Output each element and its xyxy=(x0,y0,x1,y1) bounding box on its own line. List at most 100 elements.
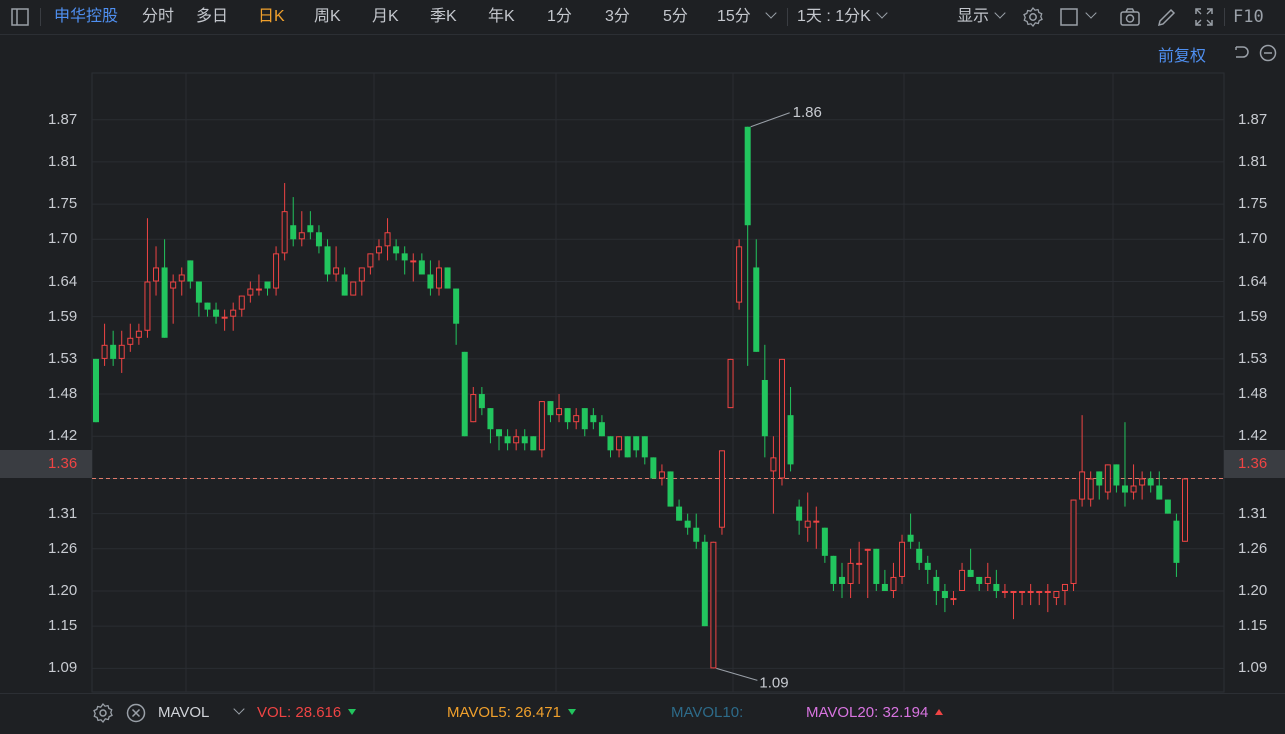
gear-icon[interactable] xyxy=(1021,5,1045,29)
candle-body xyxy=(410,260,417,263)
candle xyxy=(856,541,863,584)
close-circle-icon[interactable] xyxy=(124,701,148,725)
candle-body xyxy=(204,302,211,310)
mavol20-label: MAVOL20: xyxy=(806,704,879,721)
candle xyxy=(530,436,537,451)
candle-body xyxy=(1173,520,1180,563)
candle xyxy=(444,267,451,289)
y-tick-label: 1.59 xyxy=(48,307,78,325)
candle-body xyxy=(821,527,828,556)
divider xyxy=(1224,8,1225,26)
candle xyxy=(384,218,391,261)
candle xyxy=(307,211,314,240)
candle xyxy=(564,408,571,430)
mavol10-label: MAVOL10: xyxy=(671,704,744,721)
display-menu[interactable]: 显示 xyxy=(957,0,1006,34)
candlestick-chart[interactable]: 1.86 1.09 xyxy=(0,0,1285,693)
candle xyxy=(761,344,768,458)
candle-body xyxy=(281,211,288,254)
candle xyxy=(616,436,623,458)
layout-square-icon[interactable] xyxy=(1058,5,1082,29)
candle xyxy=(1079,415,1086,507)
pencil-icon[interactable] xyxy=(1155,5,1179,29)
tab-3min[interactable]: 3分 xyxy=(605,8,630,25)
tab-multi-day[interactable]: 多日 xyxy=(196,8,229,25)
candle-body xyxy=(873,548,880,584)
candle xyxy=(1061,583,1068,606)
candle-body xyxy=(273,253,280,289)
price-adjust-label[interactable]: 前复权 xyxy=(1158,48,1207,65)
candle xyxy=(1036,591,1043,606)
divider xyxy=(787,8,788,26)
undo-icon[interactable] xyxy=(1230,43,1250,63)
candle xyxy=(333,246,340,282)
candle-body xyxy=(556,408,563,416)
y-tick-label: 1.70 xyxy=(1238,230,1268,248)
candle-body xyxy=(255,288,262,291)
candle-body xyxy=(1027,591,1034,594)
candle xyxy=(787,387,794,472)
candle xyxy=(487,408,494,444)
indicator-bar: MAVOL VOL: 28.616 MAVOL5: 26.471 MAVOL10… xyxy=(0,693,1285,734)
candle-body xyxy=(856,562,863,565)
indicator-select[interactable]: MAVOL xyxy=(158,704,209,721)
candle xyxy=(753,239,760,352)
candle-body xyxy=(333,267,340,275)
candle-body xyxy=(847,562,854,584)
candle xyxy=(1001,583,1008,599)
candle xyxy=(650,457,657,479)
sidebar-toggle-icon[interactable] xyxy=(8,5,32,29)
tab-1min[interactable]: 1分 xyxy=(547,8,572,25)
tab-quarterly-k[interactable]: 季K xyxy=(430,8,457,25)
candle-body xyxy=(238,295,245,310)
candle xyxy=(1070,499,1077,592)
vol-readout: VOL: 28.616 xyxy=(257,704,357,721)
candle xyxy=(1156,471,1163,500)
tab-yearly-k[interactable]: 年K xyxy=(488,8,515,25)
tab-monthly-k[interactable]: 月K xyxy=(372,8,399,25)
tab-5min[interactable]: 5分 xyxy=(663,8,688,25)
multi-period-select[interactable]: 1天 : 1分K xyxy=(797,0,888,34)
candle xyxy=(693,513,700,549)
tab-daily-k[interactable]: 日K xyxy=(258,8,285,25)
current-price-tag-right: 1.36 xyxy=(1224,450,1285,478)
display-label: 显示 xyxy=(957,8,990,25)
candle-body xyxy=(976,576,983,584)
fullscreen-icon[interactable] xyxy=(1192,5,1216,29)
candle-body xyxy=(375,246,382,254)
y-tick-label: 1.31 xyxy=(1238,504,1268,522)
candle-body xyxy=(144,281,151,331)
candle xyxy=(1147,471,1154,493)
camera-icon[interactable] xyxy=(1118,5,1142,29)
indicator-name: MAVOL xyxy=(158,704,210,721)
candle-body xyxy=(290,225,297,240)
candle xyxy=(187,260,194,289)
tab-weekly-k[interactable]: 周K xyxy=(314,8,341,25)
y-tick-label: 1.87 xyxy=(1238,110,1268,128)
indicator-chevron-icon[interactable] xyxy=(228,703,245,721)
minus-circle-icon[interactable] xyxy=(1258,43,1278,63)
candle-body xyxy=(324,246,331,275)
f10-button[interactable]: F10 xyxy=(1233,7,1264,27)
candle-body xyxy=(1121,485,1128,493)
candle xyxy=(830,555,837,592)
candle xyxy=(839,562,846,599)
candle-body xyxy=(933,576,940,592)
candle-body xyxy=(1164,499,1171,514)
candle xyxy=(701,534,708,627)
candle xyxy=(1113,464,1120,493)
candle xyxy=(624,436,631,458)
indicator-settings-gear-icon[interactable] xyxy=(91,701,115,725)
candle xyxy=(727,358,734,409)
plot-frame xyxy=(91,72,1225,693)
stock-name[interactable]: 申华控股 xyxy=(54,8,119,25)
candle xyxy=(324,239,331,282)
candle-body xyxy=(393,246,400,254)
candle xyxy=(101,323,108,366)
tab-15min[interactable]: 15分 xyxy=(717,8,751,25)
candle xyxy=(401,246,408,275)
mavol10-readout: MAVOL10: xyxy=(671,704,743,721)
tab-intraday[interactable]: 分时 xyxy=(142,8,175,25)
candle xyxy=(178,267,185,296)
candle xyxy=(941,583,948,613)
